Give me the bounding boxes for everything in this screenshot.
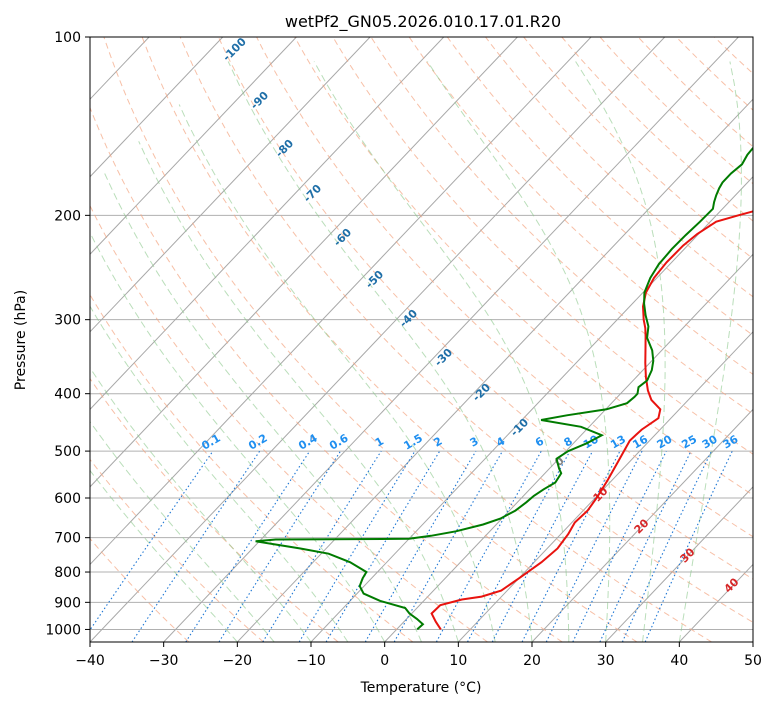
isotherm-line bbox=[90, 37, 224, 178]
mixing-ratio-line bbox=[325, 450, 441, 642]
moist-adiabat-line bbox=[90, 231, 386, 642]
isotherm-line bbox=[605, 486, 753, 642]
moist-adiabat-line bbox=[178, 104, 496, 642]
mixing-ratio-line bbox=[298, 450, 416, 642]
mixing-ratio-line bbox=[364, 450, 477, 642]
dry-adiabat-line bbox=[141, 37, 712, 642]
isotherm-line bbox=[457, 331, 753, 642]
moist-adiabat-line bbox=[426, 61, 611, 642]
x-tick-label: 10 bbox=[449, 653, 467, 669]
x-tick-label: −30 bbox=[149, 653, 179, 669]
mixing-ratio-line bbox=[90, 450, 214, 631]
isotherm-line bbox=[90, 37, 371, 333]
dry-adiabat-line bbox=[370, 37, 753, 415]
isotherm-line bbox=[90, 37, 592, 566]
dry-adiabat-line bbox=[90, 458, 264, 642]
moist-adiabat-line bbox=[90, 366, 312, 642]
isotherm-line bbox=[90, 37, 518, 488]
dry-adiabat-line bbox=[90, 377, 339, 642]
y-tick-label: 400 bbox=[54, 387, 81, 403]
x-tick-label: −40 bbox=[75, 653, 105, 669]
y-tick-label: 900 bbox=[54, 595, 81, 611]
dry-adiabat-line bbox=[408, 37, 753, 375]
y-tick-label: 200 bbox=[54, 208, 81, 224]
x-axis-title: Temperature (°C) bbox=[360, 680, 482, 696]
mixing-ratio-line bbox=[644, 450, 733, 642]
y-tick-label: 800 bbox=[54, 565, 81, 581]
moist-adiabat-line bbox=[678, 61, 742, 642]
x-axis: −40 −30 −20 −10 0 10 20 30 40 50 bbox=[75, 642, 762, 669]
y-axis-title: Pressure (hPa) bbox=[13, 290, 29, 390]
x-tick-label: 20 bbox=[523, 653, 541, 669]
isotherm-line bbox=[90, 37, 297, 256]
y-axis: 100 200 300 400 500 600 700 800 900 1000 bbox=[45, 30, 90, 638]
dry-adiabat-line bbox=[90, 293, 414, 642]
mixing-ratio-line bbox=[599, 450, 692, 642]
x-tick-label: −20 bbox=[223, 653, 253, 669]
dry-adiabat-line bbox=[217, 37, 753, 580]
y-tick-label: 500 bbox=[54, 444, 81, 460]
mixing-ratio-line bbox=[435, 450, 542, 642]
y-tick-label: 700 bbox=[54, 531, 81, 547]
dewpoint-profile-line bbox=[255, 146, 753, 631]
dry-adiabat-line bbox=[332, 37, 753, 455]
mixing-ratio-line bbox=[262, 450, 382, 642]
y-tick-label: 600 bbox=[54, 491, 81, 507]
mixing-ratio-line bbox=[467, 450, 571, 642]
isotherm-line bbox=[531, 408, 753, 642]
isotherm-line bbox=[236, 98, 753, 642]
moist-adiabat-line bbox=[90, 420, 275, 642]
moist-adiabat-line bbox=[138, 141, 459, 642]
dry-adiabat-line bbox=[446, 37, 753, 336]
dry-adiabat-line bbox=[294, 37, 753, 496]
x-tick-label: −10 bbox=[296, 653, 326, 669]
mixing-ratio-line bbox=[185, 450, 311, 642]
isotherm-line bbox=[90, 37, 445, 411]
moist-adiabat-line bbox=[227, 61, 533, 642]
dry-adiabat-line bbox=[485, 37, 753, 298]
dry-adiabat-line bbox=[179, 37, 753, 623]
plot-frame bbox=[89, 36, 754, 643]
temperature-profile-line bbox=[430, 210, 753, 630]
isotherm-line bbox=[384, 253, 753, 642]
chart-title: wetPf2_GN05.2026.010.17.01.R20 bbox=[285, 12, 561, 32]
y-tick-label: 300 bbox=[54, 313, 81, 329]
dry-adiabat-line bbox=[90, 106, 563, 642]
x-tick-label: 50 bbox=[744, 653, 762, 669]
y-tick-label: 100 bbox=[54, 30, 81, 46]
dry-adiabat-line bbox=[599, 37, 753, 185]
x-tick-label: 30 bbox=[597, 653, 615, 669]
y-tick-label: 1000 bbox=[45, 622, 81, 638]
moist-adiabat-line bbox=[90, 305, 349, 642]
moist-adiabat-line bbox=[575, 61, 666, 642]
x-tick-label: 40 bbox=[670, 653, 688, 669]
dry-adiabat-line bbox=[103, 37, 638, 642]
dry-adiabat-line bbox=[637, 37, 753, 148]
mixing-ratio-line bbox=[393, 450, 503, 642]
plot-area: -100-90-80-70-60-50-40-30-20-10010203040… bbox=[90, 37, 753, 642]
x-tick-label: 0 bbox=[380, 653, 389, 669]
mixing-ratio-line bbox=[218, 450, 341, 642]
mixing-ratio-line bbox=[621, 450, 712, 642]
mixing-ratio-line bbox=[572, 450, 667, 642]
